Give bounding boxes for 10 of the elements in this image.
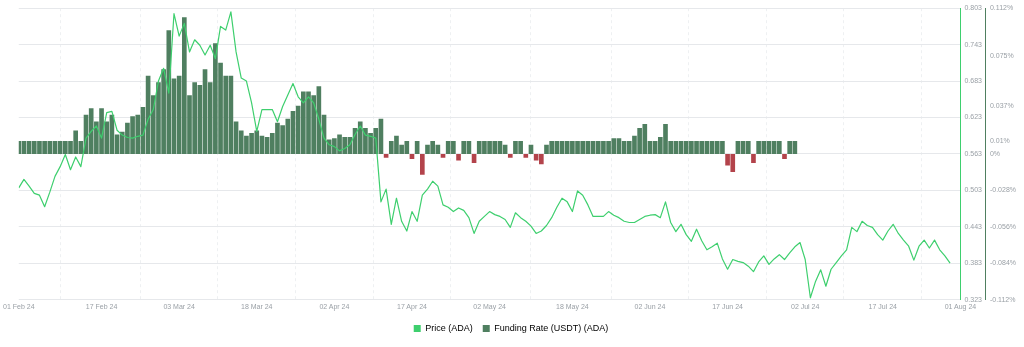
bar (420, 153, 425, 175)
legend-label: Funding Rate (USDT) (ADA) (494, 322, 609, 333)
bar (523, 153, 529, 158)
legend-label: Price (ADA) (425, 322, 473, 333)
bar (507, 153, 513, 158)
bar (745, 140, 751, 154)
bar (782, 153, 787, 160)
bar (751, 153, 756, 164)
bar (461, 140, 467, 154)
bar (456, 153, 461, 161)
